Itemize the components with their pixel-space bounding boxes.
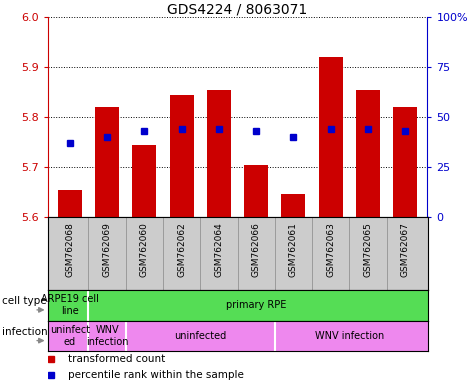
Text: GSM762066: GSM762066 bbox=[252, 222, 261, 277]
Text: GSM762063: GSM762063 bbox=[326, 222, 335, 277]
Text: WNV infection: WNV infection bbox=[314, 331, 384, 341]
Bar bbox=[58, 189, 82, 217]
Text: GSM762060: GSM762060 bbox=[140, 222, 149, 277]
Text: percentile rank within the sample: percentile rank within the sample bbox=[68, 370, 244, 380]
Text: GSM762069: GSM762069 bbox=[103, 222, 112, 277]
Text: GSM762068: GSM762068 bbox=[66, 222, 75, 277]
Bar bbox=[393, 107, 417, 217]
Text: primary RPE: primary RPE bbox=[226, 300, 286, 310]
Text: GSM762061: GSM762061 bbox=[289, 222, 298, 277]
Text: ARPE19 cell
line: ARPE19 cell line bbox=[41, 295, 99, 316]
Bar bbox=[132, 144, 156, 217]
Text: GSM762067: GSM762067 bbox=[400, 222, 409, 277]
Text: GSM762062: GSM762062 bbox=[177, 222, 186, 277]
Text: GSM762064: GSM762064 bbox=[214, 222, 223, 277]
Bar bbox=[244, 164, 268, 217]
Text: GSM762065: GSM762065 bbox=[363, 222, 372, 277]
Text: transformed count: transformed count bbox=[68, 354, 166, 364]
Bar bbox=[281, 195, 305, 217]
Text: uninfected: uninfected bbox=[174, 331, 227, 341]
Bar bbox=[170, 95, 194, 217]
Text: uninfect
ed: uninfect ed bbox=[50, 325, 90, 347]
Title: GDS4224 / 8063071: GDS4224 / 8063071 bbox=[167, 2, 308, 16]
Bar bbox=[207, 89, 231, 217]
Bar bbox=[95, 107, 119, 217]
Text: infection: infection bbox=[2, 327, 48, 337]
Bar bbox=[319, 57, 343, 217]
Bar bbox=[356, 89, 380, 217]
Text: cell type: cell type bbox=[2, 296, 47, 306]
Text: WNV
infection: WNV infection bbox=[86, 325, 128, 347]
